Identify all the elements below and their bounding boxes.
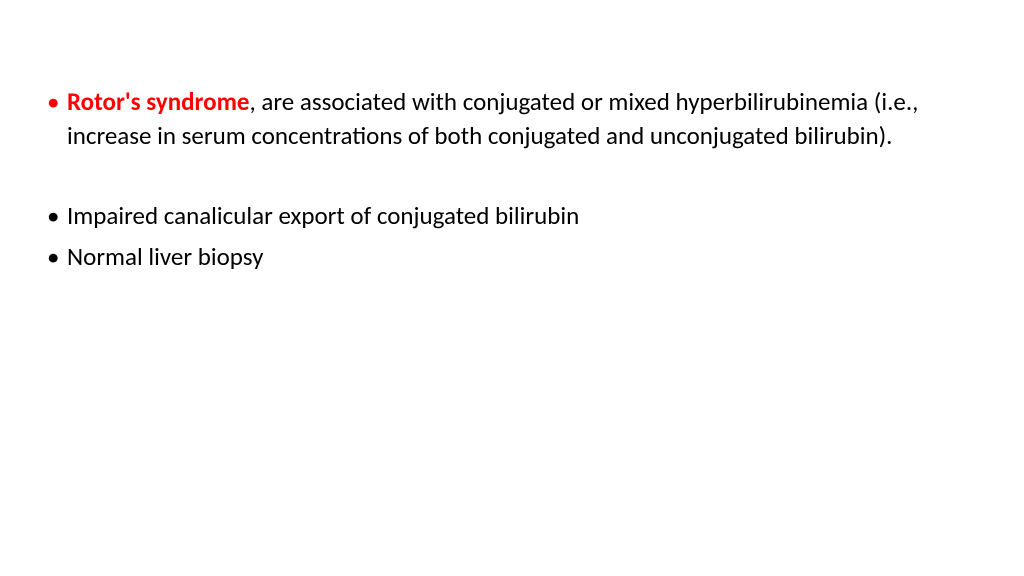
bullet-list: Rotor's syndrome, are associated with co… xyxy=(45,85,979,153)
bullet-highlight: Rotor's syndrome xyxy=(67,86,250,117)
bullet-item: Rotor's syndrome, are associated with co… xyxy=(45,85,979,153)
bullet-list: Impaired canalicular export of conjugate… xyxy=(45,199,979,275)
bullet-text: Impaired canalicular export of conjugate… xyxy=(67,200,579,231)
slide-body: Rotor's syndrome, are associated with co… xyxy=(45,85,979,274)
bullet-item: Normal liver biopsy xyxy=(45,240,979,274)
spacer xyxy=(45,161,979,199)
bullet-text: Normal liver biopsy xyxy=(67,241,263,272)
bullet-item: Impaired canalicular export of conjugate… xyxy=(45,199,979,233)
